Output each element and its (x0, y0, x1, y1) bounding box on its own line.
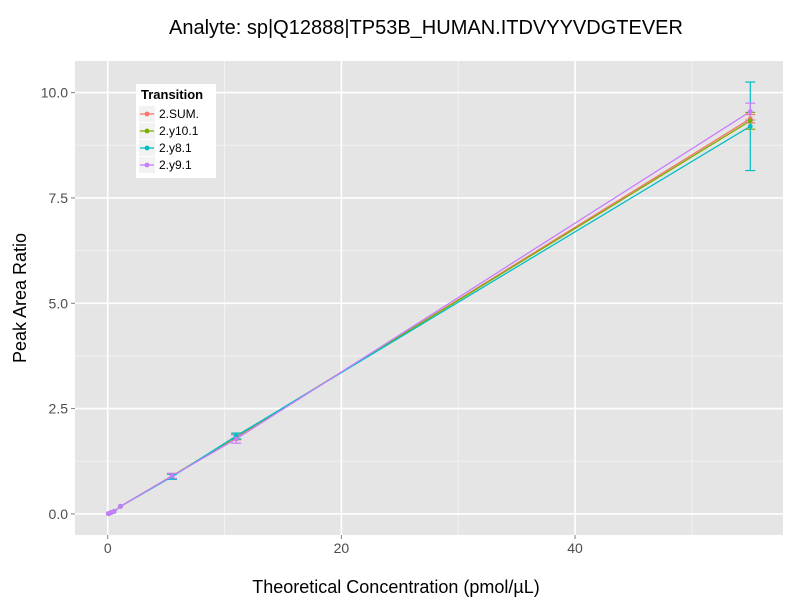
grid-major (75, 61, 783, 535)
y-tick-label: 10.0 (41, 85, 68, 101)
data-point (747, 123, 753, 129)
legend-title: Transition (141, 87, 203, 102)
legend-label: 2.y9.1 (159, 158, 192, 172)
y-tick-label: 7.5 (49, 190, 69, 206)
data-points (105, 109, 753, 517)
y-tick-label: 5.0 (49, 295, 69, 311)
y-axis-title: Peak Area Ratio (10, 233, 30, 363)
y-axis-ticks: 0.0 2.5 5.0 7.5 10.0 (41, 85, 75, 522)
x-axis-title: Theoretical Concentration (pmol/µL) (252, 577, 540, 597)
x-axis-ticks: 0 20 40 (104, 535, 583, 556)
data-point (747, 109, 753, 114)
legend-key-point (144, 128, 150, 134)
legend-label: 2.y8.1 (159, 141, 192, 155)
legend-entries: 2.SUM. 2.y10.1 2.y8.1 2.y9.1 (139, 106, 199, 173)
legend-label: 2.y10.1 (159, 124, 199, 138)
x-tick-label: 0 (104, 540, 112, 556)
legend: Transition 2.SUM. 2.y10.1 2.y8.1 2.y9.1 (136, 84, 216, 178)
data-point (233, 436, 239, 442)
legend-key-point (144, 162, 150, 168)
legend-label: 2.SUM. (159, 107, 199, 121)
x-tick-label: 20 (334, 540, 350, 556)
data-point (111, 509, 117, 514)
y-tick-label: 0.0 (49, 506, 69, 522)
chart-title: Analyte: sp|Q12888|TP53B_HUMAN.ITDVYYVDG… (169, 17, 683, 39)
x-tick-label: 40 (567, 540, 583, 556)
legend-key-point (144, 145, 150, 151)
data-point (747, 118, 753, 124)
data-point (169, 473, 175, 479)
y-tick-label: 2.5 (49, 401, 69, 417)
legend-key-point (144, 111, 150, 117)
data-point (118, 503, 123, 509)
